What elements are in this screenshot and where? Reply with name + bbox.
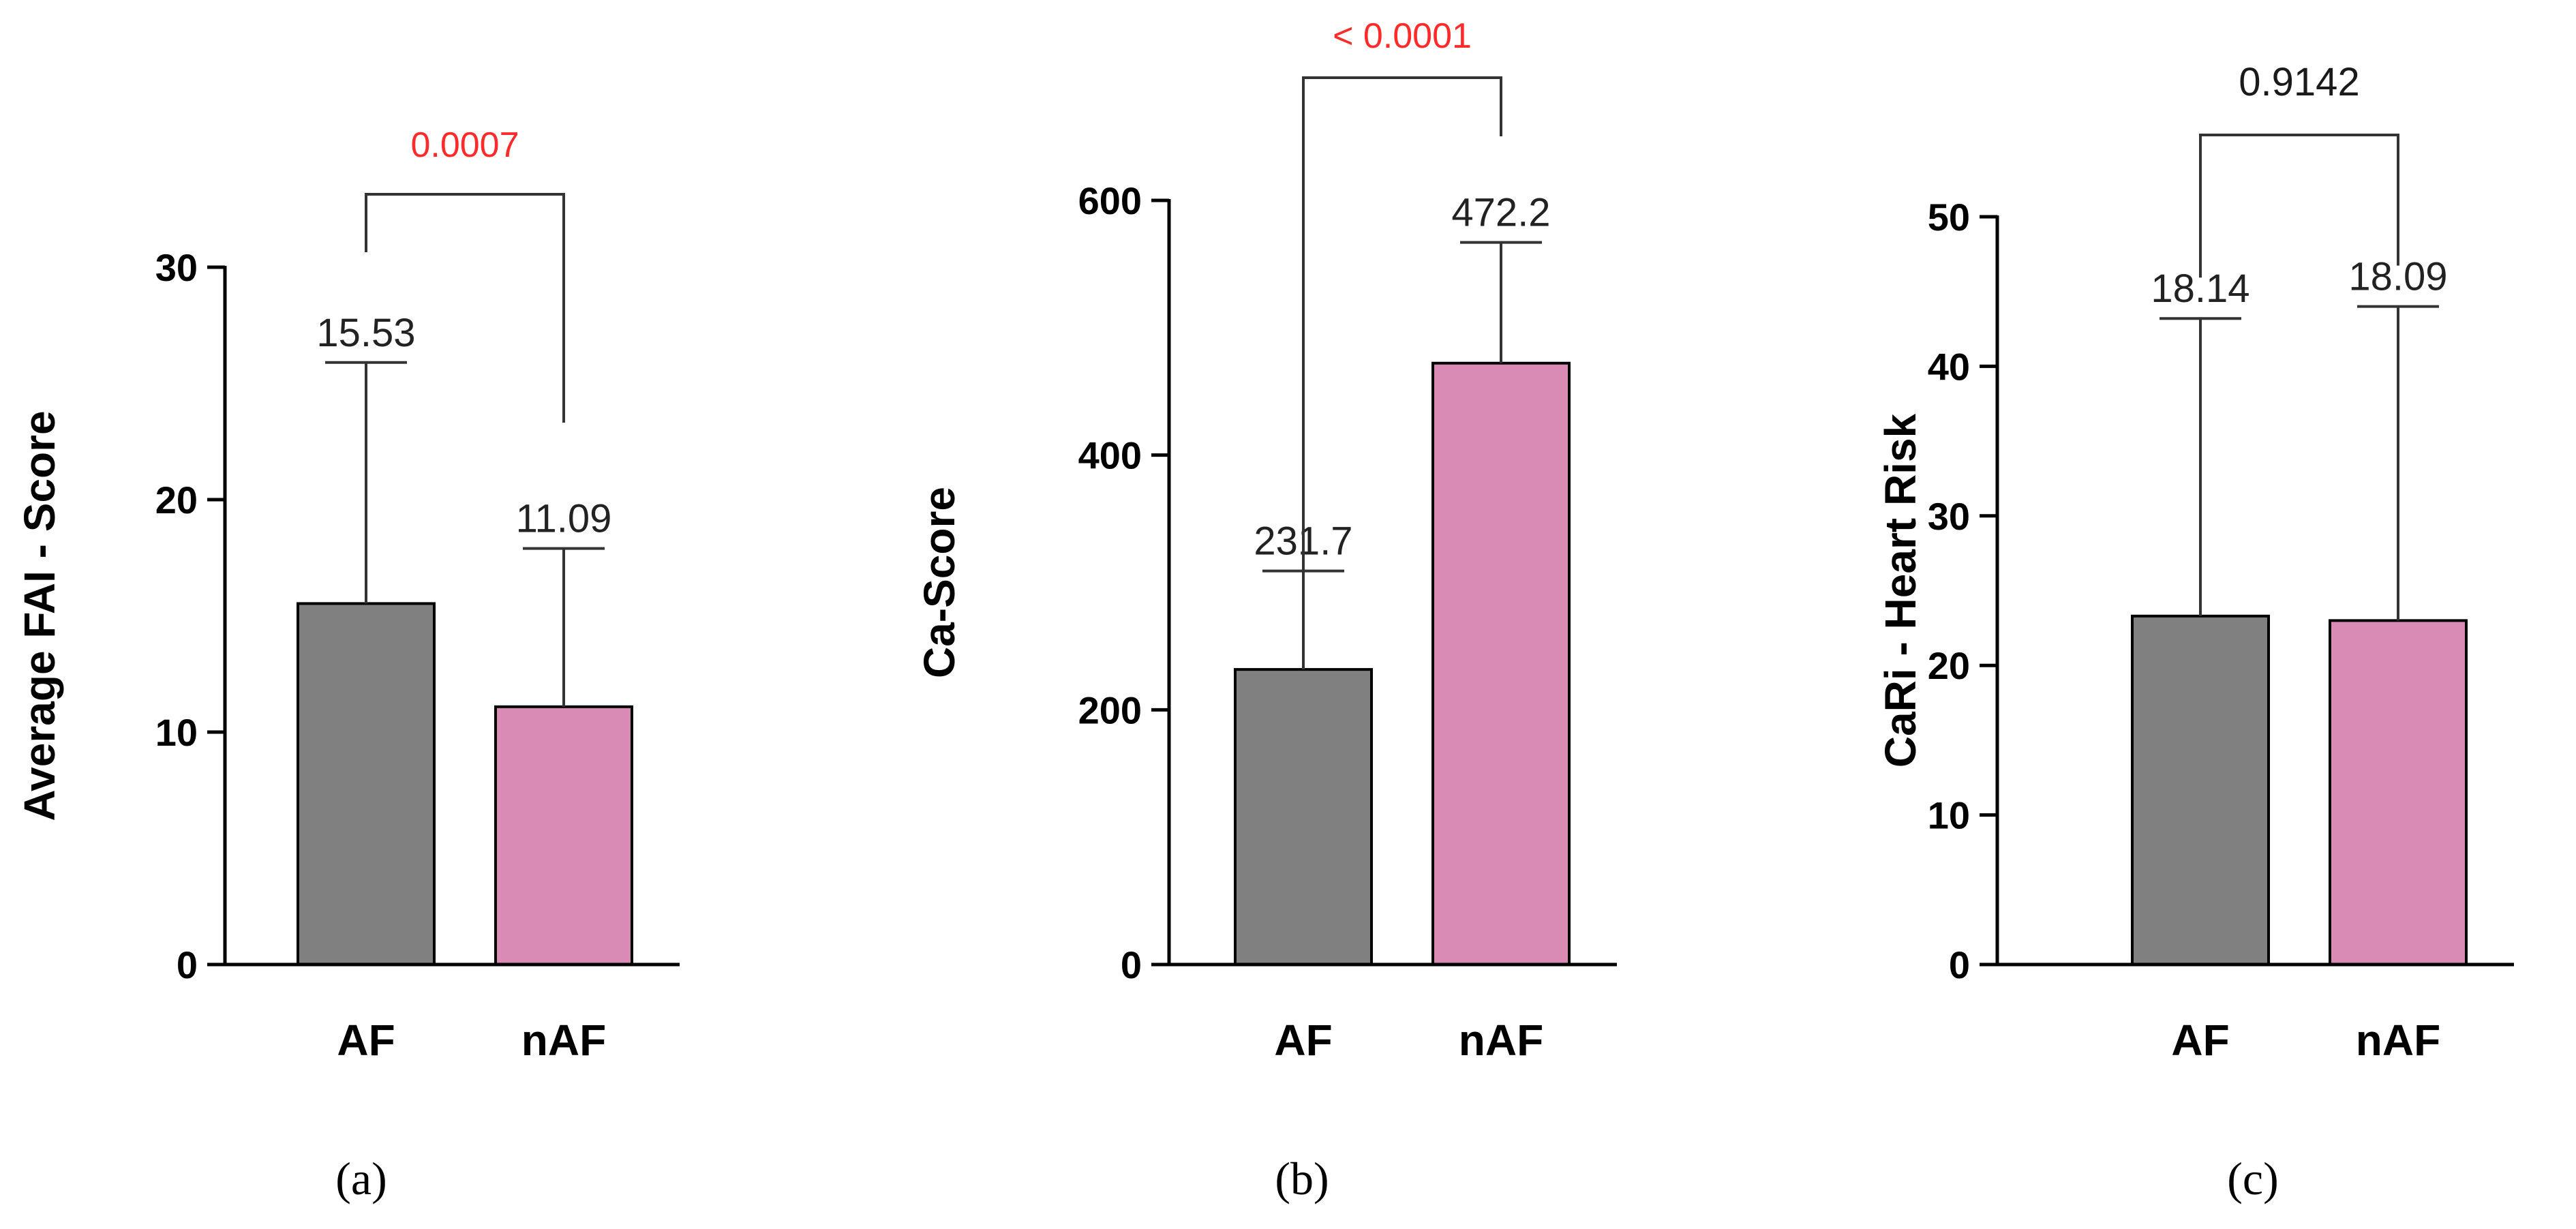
y-axis-title: Average FAI - Score (15, 410, 64, 821)
y-tick-label: 30 (155, 246, 198, 289)
y-tick-label: 30 (1928, 495, 1970, 538)
bar-naf (2329, 619, 2468, 966)
significance-bracket (365, 193, 565, 423)
y-tick-label: 600 (1078, 179, 1142, 222)
y-tick-label: 20 (1928, 644, 1970, 687)
y-tick-label: 400 (1078, 434, 1142, 477)
x-tick-label-af: AF (1274, 1016, 1332, 1065)
y-axis-title: CaRi - Heart Risk (1876, 413, 1925, 768)
p-value-label: < 0.0001 (1333, 16, 1472, 56)
panel-label: (b) (1275, 1153, 1329, 1204)
y-tick-label: 0 (1949, 943, 1970, 986)
x-tick-label-af: AF (337, 1016, 395, 1065)
y-tick-label: 20 (155, 479, 198, 521)
y-tick-label: 10 (155, 711, 198, 754)
y-axis-title: Ca-Score (915, 487, 964, 678)
p-value-label: 0.9142 (2239, 60, 2359, 104)
x-tick-label-af: AF (2171, 1016, 2229, 1065)
bar-naf (494, 705, 633, 967)
value-label-af: 15.53 (316, 311, 415, 355)
bar-naf (1431, 361, 1571, 966)
value-label-naf: 472.2 (1451, 191, 1550, 235)
bar-af (1234, 668, 1373, 966)
panel-label: (a) (335, 1153, 387, 1204)
y-tick-label: 200 (1078, 688, 1142, 731)
y-tick-label: 50 (1928, 196, 1970, 239)
y-tick-label: 0 (1121, 943, 1142, 986)
bar-af (2131, 614, 2270, 966)
y-tick-label: 40 (1928, 345, 1970, 388)
significance-bracket (2199, 134, 2399, 278)
x-tick-label-naf: nAF (521, 1016, 606, 1065)
significance-bracket (1302, 76, 1502, 661)
y-tick-label: 10 (1928, 794, 1970, 837)
value-label-naf: 11.09 (516, 497, 612, 541)
x-tick-label-naf: nAF (2356, 1016, 2440, 1065)
y-tick-label: 0 (177, 943, 198, 986)
p-value-label: 0.0007 (410, 125, 519, 165)
bar-af (297, 602, 436, 966)
x-tick-label-naf: nAF (1459, 1016, 1543, 1065)
panel-label: (c) (2227, 1153, 2278, 1204)
